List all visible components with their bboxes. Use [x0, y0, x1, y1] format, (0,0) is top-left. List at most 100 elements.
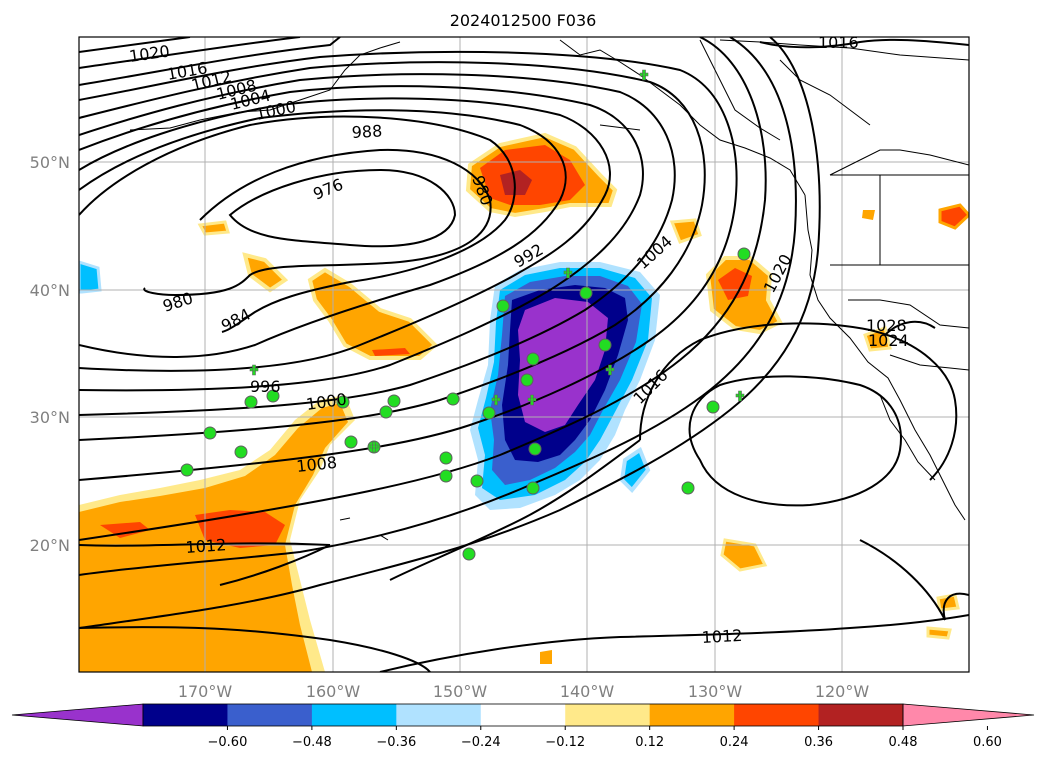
- isobar-1012-south: [379, 614, 969, 672]
- isobar-992: [79, 97, 611, 372]
- longitude-labels: 170°W 160°W 150°W 140°W 130°W 120°W: [178, 682, 870, 701]
- colorbar: −0.60 −0.48 −0.36 −0.24 −0.12 0.12 0.24 0.36 0.4…: [11, 703, 1035, 750]
- colorbar-segment: [311, 704, 397, 726]
- isobar-1016-e: [688, 375, 902, 507]
- lat-label: 40°N: [30, 281, 70, 300]
- isobar-1008: [79, 50, 738, 481]
- isobar-988: [79, 109, 567, 358]
- obs-dot: [244, 395, 258, 409]
- obs-dot: [344, 435, 358, 449]
- isobar-label: 1024: [868, 331, 909, 350]
- isobar-1004: [79, 61, 706, 441]
- obs-dot: [439, 469, 453, 483]
- colorbar-tick-label: −0.36: [376, 735, 416, 750]
- obs-dot: [706, 400, 720, 414]
- colorbar-segment: [480, 704, 566, 726]
- positive-anomaly-e5: [926, 626, 952, 640]
- obs-dot: [737, 247, 751, 261]
- obs-dot: [336, 395, 350, 409]
- lat-label: 50°N: [30, 153, 70, 172]
- isobar-1000: [79, 73, 676, 416]
- isobar-1012: [79, 37, 767, 541]
- positive-anomaly-east-core: [718, 268, 752, 300]
- obs-dot: [234, 445, 248, 459]
- isobar-1016-se: [859, 539, 969, 621]
- positive-anomaly-sw-core2: [100, 522, 150, 538]
- obs-dot: [579, 286, 593, 300]
- lon-label: 160°W: [306, 682, 361, 701]
- map-frame: [78, 36, 970, 673]
- colorbar-segment: [734, 704, 820, 726]
- latitude-labels: 50°N 40°N 30°N 20°N: [30, 153, 70, 555]
- colorbar-tick-label: 0.36: [804, 735, 833, 750]
- obs-dot: [496, 299, 510, 313]
- obs-dot: [379, 405, 393, 419]
- map-title: 2024012500 F036: [450, 11, 597, 30]
- isobar-label: 996: [250, 377, 281, 396]
- colorbar-segment: [818, 704, 904, 726]
- lat-label: 30°N: [30, 408, 70, 427]
- obs-dot: [482, 406, 496, 420]
- positive-anomaly-e6: [938, 203, 969, 230]
- colorbar-segment: [565, 704, 651, 726]
- isobar-label: 1028: [866, 316, 907, 335]
- lon-label: 130°W: [688, 682, 743, 701]
- colorbar-extend-max: [902, 703, 1035, 727]
- obs-dot: [526, 481, 540, 495]
- lon-label: 120°W: [815, 682, 870, 701]
- colorbar-tick-label: 0.24: [720, 735, 749, 750]
- colorbar-tick-label: −0.24: [461, 735, 501, 750]
- isobar-996: [79, 85, 644, 392]
- isobar-980-ring: [143, 148, 492, 296]
- isobar-1020-e: [639, 322, 958, 481]
- colorbar-tick-label: −0.12: [545, 735, 585, 750]
- isobar-1016-s: [389, 439, 641, 581]
- lon-label: 150°W: [433, 682, 488, 701]
- colorbar-tick-label: 0.12: [635, 735, 664, 750]
- positive-anomaly-w2: [197, 220, 230, 236]
- lon-label: 170°W: [178, 682, 233, 701]
- isobar-1016: [79, 37, 797, 576]
- isobar-label: 1016: [818, 33, 859, 52]
- colorbar-segment: [649, 704, 735, 726]
- obs-dot: [446, 392, 460, 406]
- isobar-1016-ne: [759, 38, 969, 49]
- negative-anomaly-west-edge: [79, 260, 102, 294]
- positive-anomaly-160w-core: [372, 348, 410, 356]
- positive-anomaly-s1: [540, 650, 552, 664]
- obs-dot: [526, 352, 540, 366]
- isobar-976: [228, 168, 457, 248]
- colorbar-tick-label: −0.48: [292, 735, 332, 750]
- colorbar-segment: [227, 704, 313, 726]
- positive-anomaly-w1: [242, 252, 289, 293]
- negative-anomaly-tail: [619, 446, 651, 493]
- obs-dot: [439, 451, 453, 465]
- obs-dot: [681, 481, 695, 495]
- lat-label: 20°N: [30, 536, 70, 555]
- colorbar-tick-label: 0.48: [889, 735, 918, 750]
- lon-label: 140°W: [560, 682, 615, 701]
- isobar-label: 1012: [185, 535, 227, 557]
- obs-dot: [462, 547, 476, 561]
- obs-dot: [180, 463, 194, 477]
- colorbar-frame: [142, 703, 904, 727]
- map-panel: 1020 1016 1012 1008 1004 1000 988 976 98…: [79, 33, 969, 672]
- isobar-label: 988: [351, 121, 382, 142]
- isobar-label: 1008: [295, 453, 337, 476]
- positive-anomaly-e3: [720, 538, 768, 572]
- obs-dot: [203, 426, 217, 440]
- obs-dot: [528, 442, 542, 456]
- isobar-label: 1012: [701, 626, 743, 647]
- obs-dot: [387, 394, 401, 408]
- isobars: [79, 37, 969, 672]
- colorbar-segment: [143, 704, 228, 726]
- colorbar-tick-label: 0.60: [973, 735, 1002, 750]
- isobar-984: [79, 115, 516, 333]
- positive-anomaly-s2: [282, 615, 298, 638]
- obs-dot: [470, 474, 484, 488]
- isobar-1016-sw: [79, 626, 431, 672]
- positive-anomaly-e8: [862, 210, 875, 220]
- isobar-1020: [79, 37, 821, 629]
- obs-dot: [520, 373, 534, 387]
